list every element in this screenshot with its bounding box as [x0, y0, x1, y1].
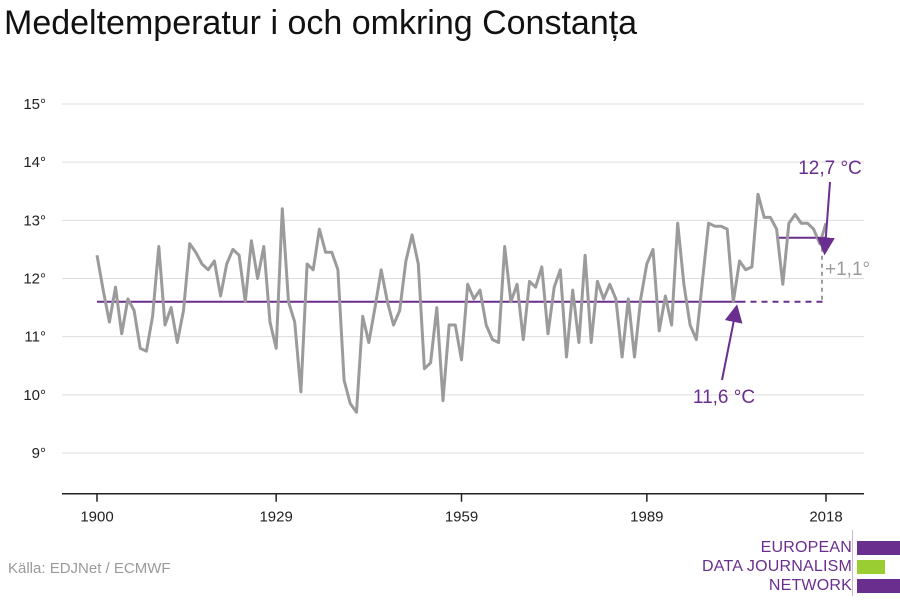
recent-average-arrow [816, 181, 835, 256]
y-axis-ticks: 9° 10° 11° 12° 13° 14° 15° [23, 96, 46, 462]
baseline-average-arrow [721, 304, 743, 381]
x-tick-label: 1929 [259, 509, 292, 526]
x-tick-label: 2018 [809, 509, 842, 526]
delta-label: +1,1° [825, 259, 870, 280]
y-tick-label: 15° [23, 96, 46, 113]
chart-title: Medeltemperatur i och omkring Constanța [4, 4, 638, 42]
logo-line-3: NETWORK [768, 577, 852, 594]
logo-bar-purple-top [857, 541, 900, 555]
logo-divider [852, 530, 853, 596]
annotations: +1,1° 12,7 °C 11,6 °C [693, 158, 870, 408]
x-tick-label: 1989 [630, 509, 663, 526]
x-tick-label: 1900 [80, 509, 113, 526]
logo-line-1: EUROPEAN [760, 539, 852, 556]
y-tick-label: 9° [32, 445, 46, 462]
edjnet-logo: EUROPEAN DATA JOURNALISM NETWORK [700, 530, 900, 596]
source-note: Källa: EDJNet / ECMWF [8, 560, 171, 577]
x-axis-ticks: 1900 1929 1959 1989 2018 [80, 493, 843, 526]
x-tick-label: 1959 [445, 509, 478, 526]
y-tick-label: 12° [23, 271, 46, 288]
y-tick-label: 13° [23, 212, 46, 229]
recent-average-label: 12,7 °C [798, 158, 862, 179]
logo-bar-green [857, 560, 885, 574]
logo-line-2: DATA JOURNALISM [702, 558, 852, 575]
y-tick-label: 11° [24, 329, 46, 346]
logo-bar-purple-bottom [857, 579, 900, 593]
y-tick-label: 14° [23, 154, 46, 171]
temperature-series-line [95, 192, 828, 414]
baseline-average-label: 11,6 °C [693, 387, 755, 408]
y-tick-label: 10° [23, 387, 46, 404]
